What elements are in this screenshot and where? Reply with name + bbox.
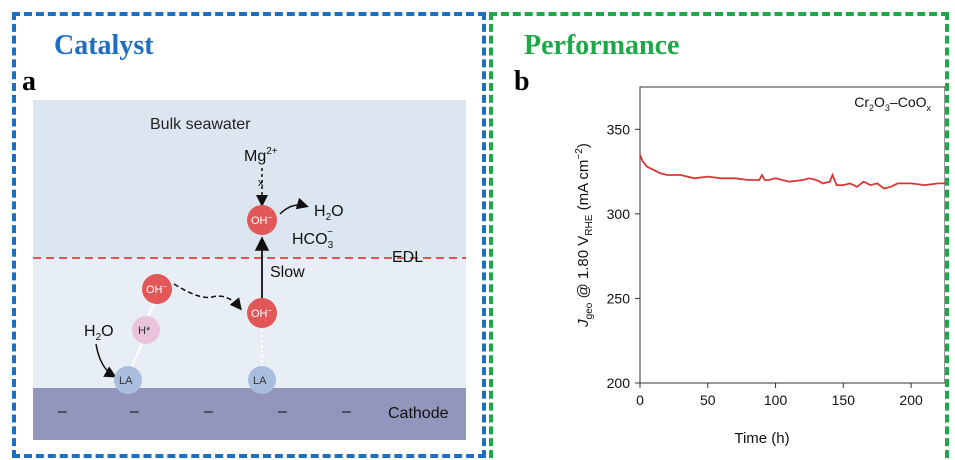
catalyst-heading: Catalyst (54, 30, 154, 61)
oh-ion-top-label: OH− (251, 213, 273, 227)
h-bond-oh-h (147, 303, 155, 317)
h-bond-h-la (131, 343, 143, 367)
x-axis-label: Time (h) (734, 430, 789, 447)
lewis-acid-site-right (248, 366, 276, 394)
mg-ion-label: Mg2+ (244, 146, 278, 165)
catalyst-panel-border (12, 12, 486, 458)
y-tick-label-250: 250 (607, 290, 631, 306)
h2o-product-label: H2O (314, 203, 344, 223)
oh-ion-right-label: OH− (251, 306, 273, 320)
hco3-product-label: HCO3− (292, 227, 334, 251)
y-tick-label-350: 350 (607, 121, 631, 137)
lewis-acid-left-label: LA (119, 375, 133, 387)
x-tick-label-100: 100 (764, 392, 788, 408)
chart-axes (639, 86, 945, 384)
cathode-label: Cathode (388, 405, 449, 422)
legend-label: Cr2O3–CoOx (854, 94, 931, 113)
x-tick-label-0: 0 (636, 392, 644, 408)
blocked-mark: x (258, 177, 264, 189)
oh-ion-right (247, 298, 277, 328)
axis-ticks: 0 50 100 150 200 200 250 300 350 (607, 121, 923, 408)
x-tick-label-200: 200 (899, 392, 923, 408)
oh-ion-left (142, 274, 172, 304)
bulk-seawater-label: Bulk seawater (150, 116, 251, 133)
adsorbed-h-label: H* (138, 325, 151, 337)
plot-frame (639, 86, 945, 384)
edl-region (33, 258, 466, 388)
y-axis-label: Jgeo @ 1.80 VRHE (mA cm−2) (574, 143, 595, 328)
y-tick-label-200: 200 (607, 375, 631, 391)
y-tick-label-300: 300 (607, 206, 631, 222)
performance-panel-border (489, 12, 949, 458)
current-density-series (639, 154, 945, 190)
cathode-minus-4: – (278, 403, 287, 420)
cathode-minus-1: – (58, 403, 67, 420)
performance-chart: 0 50 100 150 200 200 250 300 350 Cr2O3–CoOx Time… (574, 86, 945, 447)
oh-ion-top (247, 205, 277, 235)
edl-label: EDL (392, 249, 423, 266)
performance-heading: Performance (524, 30, 680, 61)
adsorbed-h (132, 316, 160, 344)
product-arrow (279, 197, 309, 215)
migration-arrow (173, 283, 242, 311)
catalyst-diagram: Bulk seawater Mg2+ x OH− H2O HCO3− EDL S… (33, 100, 466, 440)
cathode-minus-3: – (204, 403, 213, 420)
bulk-seawater-region (33, 100, 466, 258)
lewis-acid-site-left (114, 366, 142, 394)
cathode-minus-2: – (130, 403, 139, 420)
h2o-reactant-label: H2O (84, 323, 114, 343)
panel-b-letter: b (514, 66, 530, 97)
x-tick-label-150: 150 (832, 392, 856, 408)
lewis-acid-right-label: LA (253, 375, 267, 387)
cathode-slab (33, 388, 466, 440)
water-adsorption-arrow (95, 343, 117, 378)
x-tick-label-50: 50 (700, 392, 716, 408)
panel-a-letter: a (22, 66, 36, 97)
slow-label: Slow (270, 264, 305, 281)
oh-ion-left-label: OH− (146, 282, 168, 296)
cathode-minus-5: – (342, 403, 351, 420)
